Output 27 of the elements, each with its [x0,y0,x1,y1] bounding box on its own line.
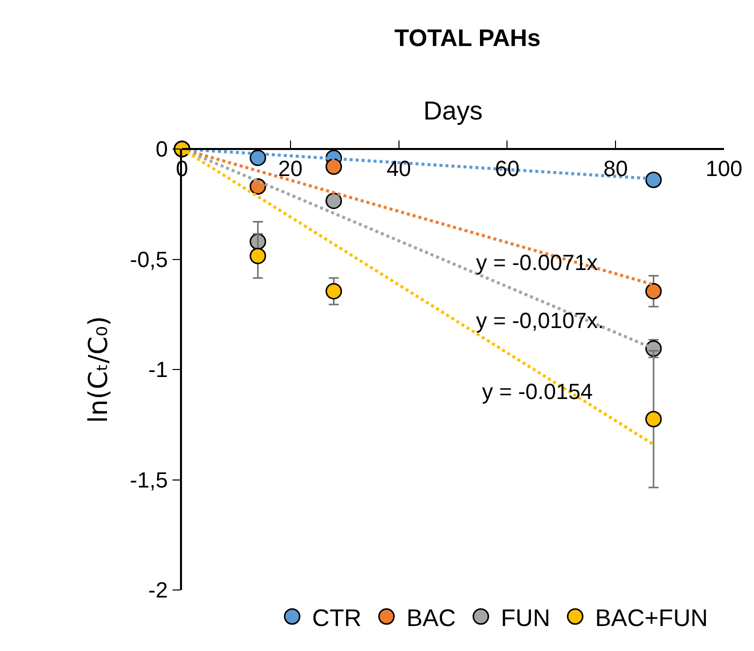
y-tick-label: -1,5 [130,467,168,492]
point [326,158,342,175]
point [326,192,342,210]
x-tick-label: 40 [386,156,412,182]
y-tick-label: -1 [148,357,168,382]
legend-label: FUN [500,604,550,632]
point [645,410,662,428]
point [250,178,266,195]
point [250,150,266,166]
y-axis-title: ln(Cₜ/C₀) [84,316,114,424]
x-tick-label: 80 [603,156,628,182]
y-tick-label: -2 [148,578,168,603]
point [645,282,662,300]
x-axis-title: Days [423,95,483,126]
point [250,248,266,264]
point [645,172,662,188]
x-tick-label: 20 [278,156,303,182]
annotation: y = -0,0107x. [476,308,604,333]
x-tick-label: 100 [706,156,742,182]
chart-title: TOTAL PAHs [394,25,541,52]
y-tick-label: 0 [156,136,168,162]
legend-label: BAC+FUN [595,604,708,632]
legend-label: CTR [312,604,362,632]
x-tick-label: 60 [494,156,520,182]
legend-label: BAC [406,604,456,632]
point [326,282,342,300]
y-tick-label: -0,5 [130,246,168,272]
